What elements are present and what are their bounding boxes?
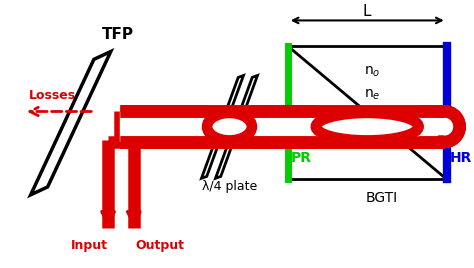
Polygon shape [216,76,257,178]
Polygon shape [444,112,458,141]
Text: TFP: TFP [101,27,133,42]
Text: Losses: Losses [28,89,76,102]
Text: L: L [363,3,372,18]
Text: n$_e$: n$_e$ [364,88,380,102]
Text: BGTI: BGTI [365,191,397,205]
Text: n$_o$: n$_o$ [364,65,380,79]
Text: PR: PR [291,151,311,165]
Text: HR: HR [449,151,472,165]
Polygon shape [31,51,111,195]
Text: Input: Input [71,240,108,252]
Text: Output: Output [135,240,184,252]
Polygon shape [201,76,244,178]
Text: λ/4 plate: λ/4 plate [202,180,257,193]
Ellipse shape [207,113,252,140]
Ellipse shape [316,113,419,140]
Bar [288,46,447,179]
